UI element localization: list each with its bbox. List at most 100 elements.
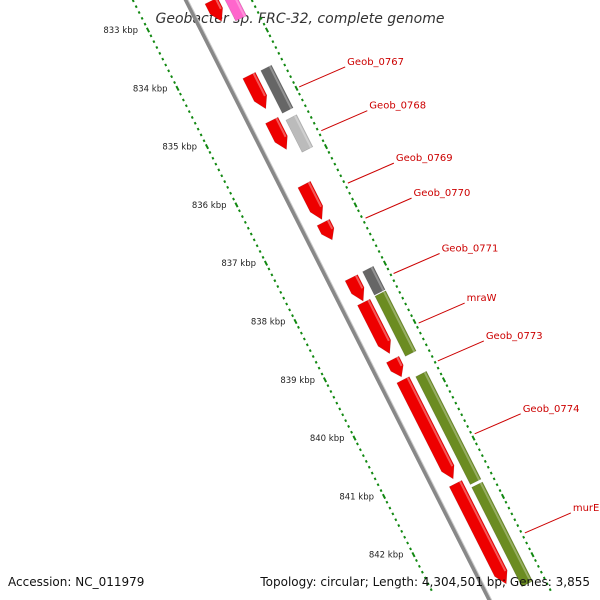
gene-label-Geob_0773: Geob_0773	[486, 331, 543, 342]
outer-minor-tick	[345, 185, 349, 189]
major-tick	[411, 552, 416, 558]
minor-tick	[397, 524, 401, 528]
outer-minor-tick	[371, 238, 375, 242]
minor-tick	[376, 483, 380, 487]
outer-minor-tick	[292, 80, 295, 84]
minor-tick	[291, 314, 294, 318]
minor-tick	[385, 500, 389, 504]
genome-backbone	[183, 0, 493, 600]
outer-minor-tick	[421, 337, 425, 341]
outer-minor-tick	[333, 162, 337, 166]
cds-feature-4	[316, 218, 335, 241]
minor-tick	[335, 401, 339, 405]
outer-minor-tick	[330, 156, 334, 160]
outer-minor-tick	[389, 273, 393, 277]
cds-feature-7-highlight	[396, 356, 403, 367]
gene-label-Geob_0774: Geob_0774	[523, 404, 580, 415]
major-tick	[145, 27, 151, 33]
outer-minor-tick	[300, 98, 304, 102]
minor-tick	[184, 104, 188, 108]
outer-minor-tick	[483, 459, 487, 463]
minor-tick	[415, 559, 418, 563]
minor-tick	[255, 244, 259, 248]
outer-feature-2-highlight	[293, 115, 312, 149]
outer-minor-tick	[321, 139, 325, 143]
outer-feature-0	[224, 0, 247, 22]
minor-tick	[314, 360, 318, 364]
minor-tick	[220, 174, 224, 178]
minor-tick	[140, 16, 144, 20]
cds-feature-9-highlight	[459, 480, 507, 572]
outer-feature-0-highlight	[235, 0, 246, 17]
outer-major-tick	[323, 143, 329, 150]
minor-tick	[326, 384, 330, 388]
minor-tick	[181, 98, 185, 102]
minor-tick	[388, 506, 392, 510]
outer-minor-tick	[306, 110, 310, 114]
cds-feature-4-highlight	[326, 219, 334, 230]
outer-minor-tick	[534, 559, 537, 563]
minor-tick	[308, 349, 312, 353]
outer-minor-tick	[289, 75, 293, 79]
gene-label-Geob_0770: Geob_0770	[414, 188, 471, 199]
outer-minor-tick	[510, 512, 514, 516]
outer-minor-tick	[309, 115, 313, 119]
minor-tick	[273, 279, 277, 283]
outer-minor-tick	[498, 489, 502, 493]
outer-minor-tick	[359, 215, 363, 219]
outer-minor-tick	[368, 232, 372, 236]
leader-line-Geob_0771	[393, 253, 440, 274]
minor-tick	[134, 5, 138, 9]
outer-minor-tick	[477, 448, 481, 452]
minor-tick	[131, 0, 135, 3]
outer-minor-tick	[486, 465, 490, 469]
minor-tick	[285, 302, 289, 306]
outer-minor-tick	[445, 384, 449, 388]
outer-minor-tick	[386, 267, 390, 271]
cds-feature-3	[297, 180, 324, 221]
ruler-label-841: 841 kbp	[339, 492, 374, 502]
accession-text: Accession: NC_011979	[8, 575, 144, 589]
minor-tick	[211, 156, 215, 160]
outer-minor-tick	[436, 366, 440, 370]
minor-tick	[252, 238, 256, 242]
outer-major-tick	[500, 493, 506, 500]
outer-minor-tick	[469, 430, 472, 434]
outer-minor-tick	[318, 133, 322, 137]
minor-tick	[394, 518, 398, 522]
outer-feature-1-highlight	[268, 65, 293, 110]
major-tick	[293, 318, 298, 325]
outer-minor-tick	[365, 226, 369, 230]
major-tick	[381, 493, 387, 500]
minor-tick	[373, 477, 377, 481]
minor-tick	[297, 325, 300, 329]
cds-feature-7	[385, 355, 404, 378]
outer-minor-tick	[495, 483, 499, 487]
ruler-label-835: 835 kbp	[162, 143, 197, 153]
outer-minor-tick	[398, 290, 402, 294]
outer-minor-tick	[351, 197, 354, 201]
minor-tick	[329, 389, 333, 393]
minor-tick	[199, 133, 203, 137]
outer-minor-tick	[416, 325, 419, 329]
outer-minor-tick	[377, 250, 381, 254]
outer-minor-tick	[457, 407, 461, 411]
minor-tick	[229, 191, 233, 195]
minor-tick	[400, 529, 404, 533]
cds-feature-0	[204, 0, 224, 22]
minor-tick	[347, 424, 351, 428]
outer-minor-tick	[303, 104, 307, 108]
outer-feature-6-highlight	[479, 482, 532, 583]
minor-tick	[344, 419, 348, 423]
outer-major-tick	[441, 377, 447, 383]
outer-feature-5	[415, 370, 482, 485]
minor-tick	[406, 541, 410, 545]
outer-minor-tick	[312, 121, 316, 125]
outer-feature-5-highlight	[423, 371, 481, 481]
gene-labels: Geob_0767 Geob_0768 Geob_0769 Geob_0770 Geob…	[298, 57, 599, 534]
outer-minor-tick	[427, 349, 431, 353]
ruler-labels: 833 kbp 834 kbp 835 kbp 836 kbp 837 kbp 838 k…	[103, 26, 403, 561]
ruler-label-838: 838 kbp	[251, 318, 286, 328]
minor-tick	[299, 331, 303, 335]
minor-tick	[238, 209, 241, 213]
